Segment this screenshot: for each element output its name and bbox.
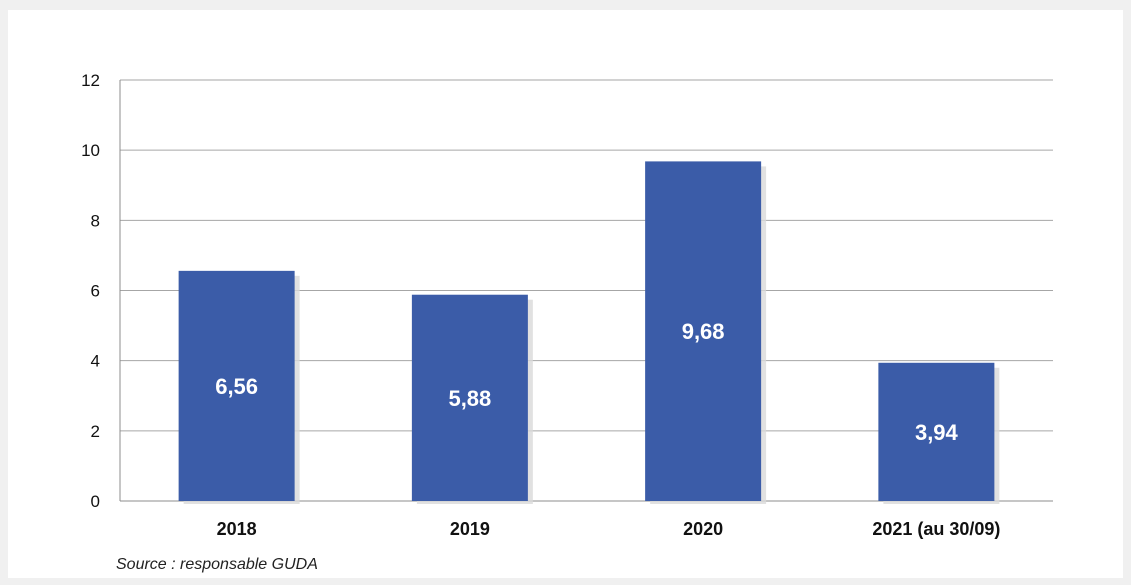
source-note: Source : responsable GUDA bbox=[116, 556, 318, 573]
y-tick-label: 8 bbox=[91, 211, 100, 230]
bar-2020 bbox=[645, 161, 762, 502]
y-tick-label: 0 bbox=[91, 492, 100, 511]
bars bbox=[178, 161, 1000, 505]
data-label: 5,88 bbox=[448, 386, 491, 411]
data-label: 9,68 bbox=[682, 319, 725, 344]
bar-2019 bbox=[411, 294, 528, 501]
y-tick-label: 2 bbox=[91, 422, 100, 441]
y-tick-label: 10 bbox=[81, 141, 100, 160]
bar-2021 bbox=[878, 362, 995, 501]
data-label: 6,56 bbox=[215, 374, 258, 399]
data-label: 3,94 bbox=[915, 420, 959, 445]
y-tick-label: 6 bbox=[91, 282, 100, 301]
bar-2018 bbox=[178, 270, 295, 501]
y-tick-label: 4 bbox=[91, 352, 100, 371]
x-category-label: 2021 (au 30/09) bbox=[872, 519, 1000, 539]
x-category-label: 2020 bbox=[683, 519, 723, 539]
y-tick-label: 12 bbox=[81, 71, 100, 90]
x-category-label: 2019 bbox=[450, 519, 490, 539]
data-labels: 6,56 5,88 9,68 3,94 bbox=[215, 319, 958, 445]
x-category-label: 2018 bbox=[217, 519, 257, 539]
x-axis-category-labels: 2018 2019 2020 2021 (au 30/09) bbox=[217, 519, 1001, 539]
y-axis-tick-labels: 0 2 4 6 8 10 12 bbox=[81, 71, 100, 511]
